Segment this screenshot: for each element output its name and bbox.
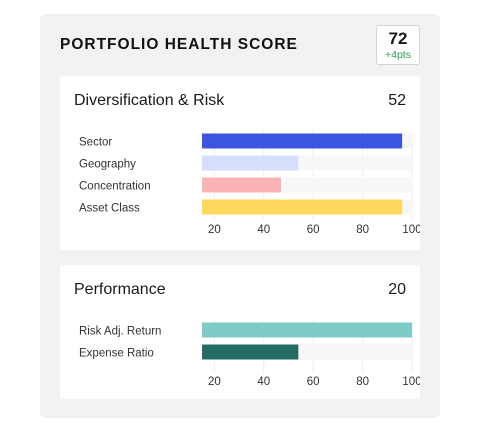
- card-score: 52: [388, 92, 406, 109]
- x-tick-label: 100: [402, 224, 420, 236]
- bar: [202, 322, 412, 338]
- panel-title: PORTFOLIO HEALTH SCORE: [60, 36, 298, 53]
- x-tick-label: 20: [208, 376, 221, 388]
- overall-score-badge: 72 +4pts: [376, 25, 420, 65]
- category-label: Sector: [79, 137, 112, 149]
- category-label: Geography: [79, 159, 136, 171]
- category-label: Expense Ratio: [79, 348, 154, 360]
- x-tick-label: 60: [307, 224, 320, 236]
- diversification-risk-chart: Sector Geography Concentration Asset Class 2…: [79, 130, 420, 236]
- category-label: Risk Adj. Return: [79, 326, 161, 338]
- performance-chart: Risk Adj. Return Expense Ratio 20 40 60 80 100: [79, 319, 420, 388]
- category-label: Asset Class: [79, 203, 140, 215]
- bar: [202, 199, 403, 215]
- portfolio-health-panel: PORTFOLIO HEALTH SCORE 72 +4pts Diversif…: [40, 14, 440, 418]
- card-title: Performance: [74, 281, 166, 298]
- score-delta: +4pts: [385, 49, 411, 61]
- x-tick-label: 40: [257, 224, 270, 236]
- card-score: 20: [388, 281, 406, 298]
- x-tick-label: 60: [307, 376, 320, 388]
- diversification-risk-card: Diversification & Risk 52 Sector Geograph…: [60, 76, 420, 250]
- category-label: Concentration: [79, 181, 151, 193]
- x-tick-label: 40: [257, 376, 270, 388]
- bar: [202, 155, 299, 171]
- bar: [202, 133, 403, 149]
- x-tick-label: 20: [208, 224, 221, 236]
- x-tick-label: 80: [356, 376, 369, 388]
- overall-score: 72: [388, 29, 408, 48]
- x-tick-label: 80: [356, 224, 369, 236]
- bar: [202, 344, 299, 360]
- bar: [202, 177, 282, 193]
- x-tick-label: 100: [402, 376, 420, 388]
- performance-card: Performance 20 Risk Adj. Return Expense R…: [60, 265, 420, 399]
- card-title: Diversification & Risk: [74, 92, 225, 109]
